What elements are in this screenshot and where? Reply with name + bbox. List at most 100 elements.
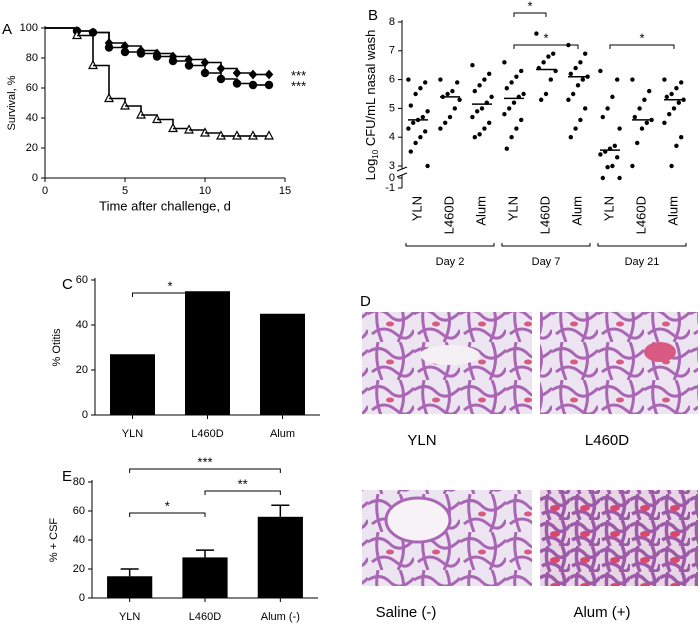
bar (107, 576, 153, 598)
panel-letter: E (62, 468, 72, 485)
axis-break-mark (396, 166, 408, 172)
x-tick-label: Alum (569, 196, 584, 226)
data-point (630, 77, 635, 82)
annotation: *** (291, 68, 306, 83)
data-point (511, 100, 517, 105)
data-point (568, 71, 573, 77)
y-axis-title-part: Log (363, 159, 378, 181)
data-point (671, 106, 677, 111)
data-point (502, 60, 507, 65)
data-point (423, 129, 428, 134)
group-label: Day 2 (436, 256, 465, 268)
significance-label: * (167, 278, 172, 293)
y-tick-label: 40 (73, 534, 85, 546)
data-point (420, 114, 425, 120)
data-point (573, 126, 578, 131)
data-point (504, 146, 509, 151)
data-point (578, 117, 583, 123)
y-tick-label: 0 (82, 409, 88, 421)
survival-step (77, 34, 94, 66)
data-point (610, 163, 615, 169)
bar (257, 516, 303, 598)
y-tick-label: 40 (76, 319, 88, 331)
significance-label: ** (238, 476, 248, 491)
y-tick-label: 0 (79, 592, 85, 604)
axis-break-mark (396, 172, 408, 178)
x-tick-label: YLN (119, 611, 140, 623)
data-point (509, 135, 514, 140)
data-point (534, 31, 539, 36)
data-point (514, 126, 519, 131)
y-axis-title: Log10 CFU/mL nasal wash (363, 30, 380, 181)
data-point (546, 54, 551, 59)
data-point (583, 51, 588, 56)
survival-step (93, 31, 110, 48)
data-point (600, 175, 605, 181)
data-point (411, 120, 416, 126)
data-point (482, 126, 487, 131)
y-tick-label: 60 (73, 505, 85, 517)
data-point (679, 80, 684, 85)
y-tick-label: 6 (389, 74, 395, 86)
micrograph (540, 490, 698, 586)
data-point (487, 71, 492, 77)
data-point (470, 114, 475, 120)
data-point (519, 117, 524, 123)
x-tick-label: L460D (191, 428, 223, 440)
data-point (647, 88, 652, 94)
data-point (406, 126, 411, 131)
significance-label: *** (197, 454, 212, 469)
data-point (423, 80, 428, 85)
data-point (418, 86, 423, 91)
panel-letter: C (62, 276, 73, 293)
data-point (566, 97, 571, 102)
panel-letter: A (2, 21, 12, 38)
data-point (575, 83, 581, 88)
data-point (408, 103, 413, 108)
group-bracket (597, 243, 687, 247)
data-point (639, 126, 645, 131)
marker (264, 130, 274, 140)
y-tick-label: 20 (73, 563, 85, 575)
data-point (662, 77, 667, 82)
x-axis-title: Time after challenge, d (99, 198, 231, 213)
bar (182, 557, 228, 598)
data-point (600, 114, 605, 120)
x-tick-label: L460D (189, 611, 221, 623)
bar (110, 354, 155, 415)
image-label: L460D (585, 432, 629, 449)
data-point (605, 165, 610, 170)
data-point (669, 91, 674, 97)
y-axis-title: % + CSF (48, 518, 60, 563)
data-point (472, 88, 477, 94)
x-tick-label: Alum (665, 196, 680, 226)
data-point (548, 77, 553, 82)
significance-label: * (527, 0, 532, 13)
image-label: YLN (407, 432, 436, 449)
data-point (479, 106, 485, 111)
data-point (571, 91, 576, 97)
data-point (447, 114, 453, 120)
data-point (598, 152, 603, 157)
data-point (450, 88, 455, 94)
x-tick-label: YLN (409, 196, 424, 221)
micrograph-detail (384, 496, 452, 544)
data-point (676, 100, 681, 105)
image-label: Alum (+) (573, 604, 630, 621)
y-tick-label: -1 (385, 182, 395, 194)
data-point (425, 109, 430, 114)
data-point (674, 86, 679, 91)
data-point (457, 97, 462, 102)
panel-letter: D (360, 293, 371, 310)
x-tick-label: YLN (122, 428, 143, 440)
bar (185, 291, 230, 415)
y-tick-label: 8 (389, 16, 395, 28)
y-tick-label: 60 (76, 274, 88, 286)
data-point (667, 111, 672, 117)
data-point (630, 163, 635, 169)
group-bracket (501, 243, 591, 247)
data-point (583, 106, 588, 111)
data-point (543, 91, 549, 97)
y-tick-label: 60 (26, 82, 38, 94)
data-point (418, 135, 423, 140)
